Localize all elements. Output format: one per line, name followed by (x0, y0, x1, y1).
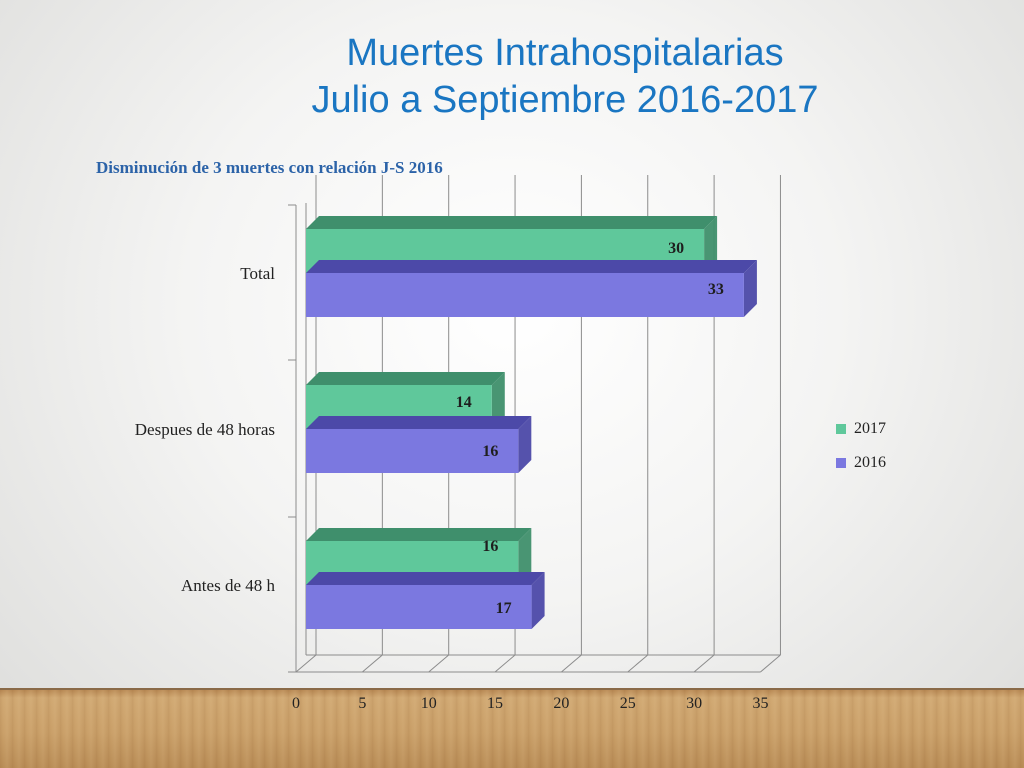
x-tick-label-10: 10 (421, 695, 437, 712)
x-tick-label-25: 25 (620, 695, 636, 712)
legend-swatch-2017 (836, 424, 846, 434)
floor-edge (0, 688, 1024, 691)
bar-2016-0 (306, 585, 532, 629)
bar-top-2016-1 (306, 416, 532, 429)
category-label-0: Antes de 48 h (181, 576, 275, 595)
data-label-2017-0: 16 (482, 538, 498, 555)
category-label-2: Total (240, 264, 275, 283)
floor-gridline-10 (428, 654, 450, 673)
bar-top-2016-2 (306, 260, 757, 273)
title-line-2: Julio a Septiembre 2016-2017 (311, 79, 819, 121)
chart-subtitle: Disminución de 3 muertes con relación J-… (96, 158, 443, 177)
floor-gridline-0 (295, 654, 317, 673)
bar-top-2017-0 (306, 528, 532, 541)
x-tick-label-15: 15 (487, 695, 503, 712)
floor-gridline-5 (362, 654, 383, 673)
bar-side-2016-1 (518, 416, 532, 473)
bar-2016-2 (306, 273, 744, 317)
category-label-1: Despues de 48 horas (135, 420, 275, 439)
bar-2016-1 (306, 429, 519, 473)
x-tick-label-30: 30 (686, 695, 702, 712)
data-label-2016-0: 17 (496, 600, 512, 617)
data-label-2016-1: 16 (482, 443, 498, 460)
floor-gridline-20 (561, 654, 582, 673)
title-line-1: Muertes Intrahospitalarias (346, 32, 784, 74)
data-label-2017-1: 14 (456, 394, 472, 411)
slide-title: Muertes Intrahospitalarias Julio a Septi… (0, 30, 1024, 124)
floor-gridline-25 (627, 654, 649, 673)
bar-top-2017-2 (306, 216, 718, 229)
chart-legend: 2017 2016 (836, 412, 886, 480)
legend-label-2017: 2017 (854, 420, 886, 437)
bar-side-2017-1 (491, 372, 505, 429)
data-label-2016-2: 33 (708, 281, 724, 298)
floor-gridline-35 (760, 654, 781, 673)
bar-top-2017-1 (306, 372, 505, 385)
x-tick-label-35: 35 (752, 695, 768, 712)
data-label-2017-2: 30 (668, 240, 684, 257)
x-tick-label-20: 20 (553, 695, 569, 712)
bar-side-2016-0 (531, 572, 545, 629)
bar-side-2017-2 (704, 216, 718, 273)
bar-top-2016-0 (306, 572, 545, 585)
bar-side-2016-2 (743, 260, 757, 317)
legend-item-2016: 2016 (836, 446, 886, 480)
legend-label-2016: 2016 (854, 454, 886, 471)
bar-side-2017-0 (518, 528, 532, 585)
floor-gridline-15 (494, 654, 516, 673)
floor-gridline-30 (693, 654, 715, 673)
x-tick-label-5: 5 (358, 695, 366, 712)
legend-swatch-2016 (836, 458, 846, 468)
x-tick-label-0: 0 (292, 695, 300, 712)
wood-floor-background (0, 690, 1024, 768)
legend-item-2017: 2017 (836, 412, 886, 446)
